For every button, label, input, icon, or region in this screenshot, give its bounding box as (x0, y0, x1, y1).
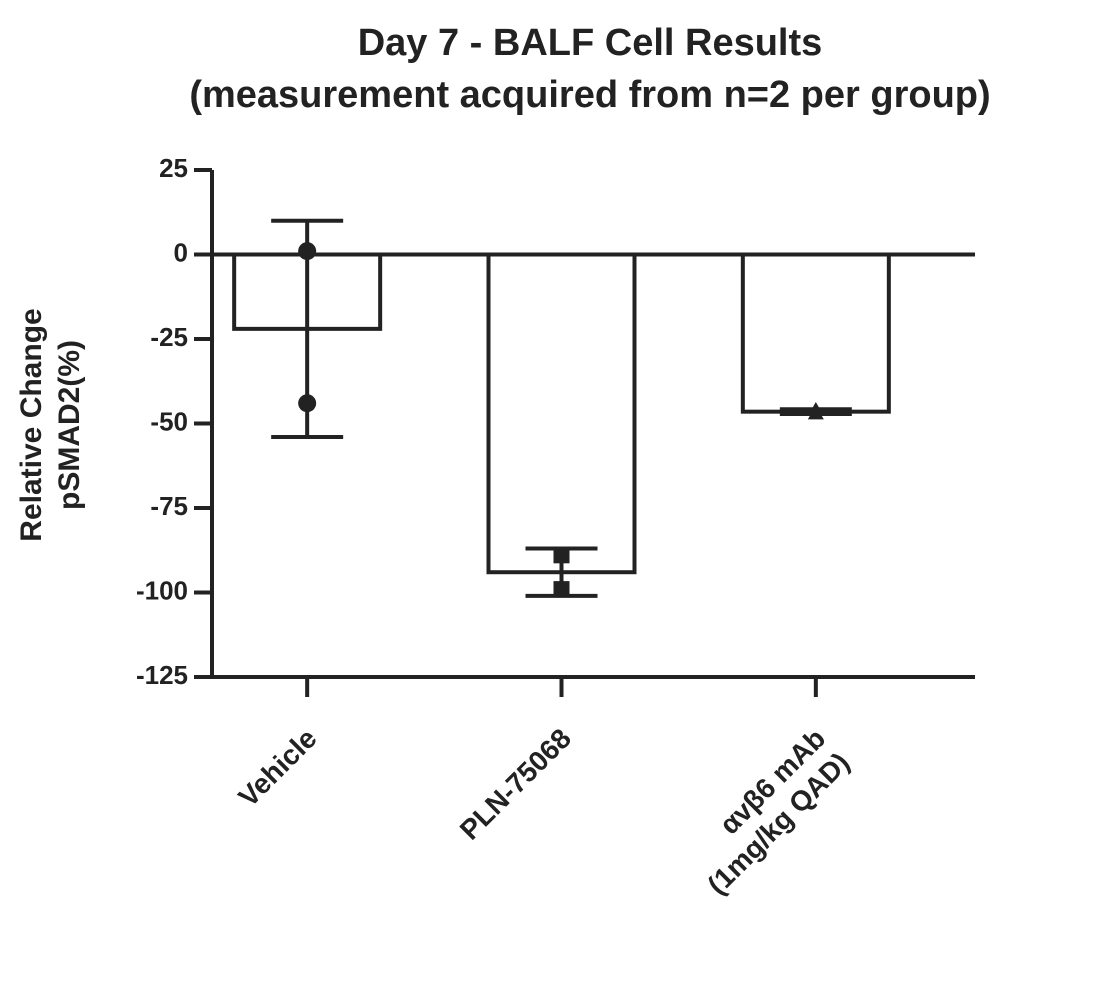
chart-title: Day 7 - BALF Cell Results (358, 22, 823, 64)
y-tick-label: -75 (150, 491, 188, 521)
y-tick-label: -125 (136, 660, 188, 690)
data-point (298, 394, 317, 413)
y-label-line: pSMAD2(%) (53, 340, 86, 510)
chart-subtitle: (measurement acquired from n=2 per group… (189, 74, 990, 116)
data-point (807, 405, 824, 420)
x-tick-label-line: Vehicle (232, 723, 322, 813)
y-tick-label: -50 (150, 406, 188, 436)
y-tick-label: -100 (136, 575, 188, 605)
x-tick-label: PLN-75068 (454, 723, 577, 846)
data-point (298, 242, 317, 261)
data-point (553, 547, 570, 564)
y-tick-label: 25 (159, 153, 188, 183)
data-point (553, 581, 570, 598)
y-tick-label: -25 (150, 322, 188, 352)
x-tick-label-line: PLN-75068 (454, 723, 577, 846)
bar (486, 252, 637, 575)
y-axis-label: Relative Change pSMAD2(%) (15, 308, 86, 541)
x-tick-label: αvβ6 mAb(1mg/kg QAD) (701, 723, 855, 901)
y-label-line: Relative Change (15, 308, 48, 541)
y-tick-label: 0 (174, 237, 188, 267)
x-tick-label: Vehicle (232, 723, 322, 813)
bar (740, 252, 891, 414)
